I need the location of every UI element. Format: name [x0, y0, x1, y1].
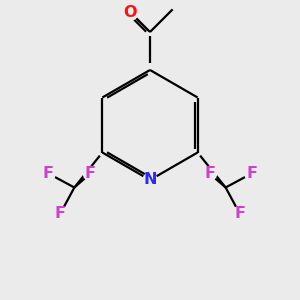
- Circle shape: [83, 167, 98, 181]
- Circle shape: [202, 167, 217, 181]
- Text: F: F: [55, 206, 66, 221]
- Circle shape: [122, 4, 138, 20]
- Text: N: N: [143, 172, 157, 188]
- Text: F: F: [43, 166, 54, 181]
- Text: O: O: [124, 5, 137, 20]
- Circle shape: [232, 206, 247, 220]
- Text: F: F: [204, 166, 215, 181]
- Text: F: F: [85, 166, 96, 181]
- Circle shape: [244, 167, 259, 181]
- Text: F: F: [246, 166, 257, 181]
- Circle shape: [53, 206, 68, 220]
- Circle shape: [143, 173, 157, 187]
- Text: F: F: [234, 206, 245, 221]
- Circle shape: [41, 167, 56, 181]
